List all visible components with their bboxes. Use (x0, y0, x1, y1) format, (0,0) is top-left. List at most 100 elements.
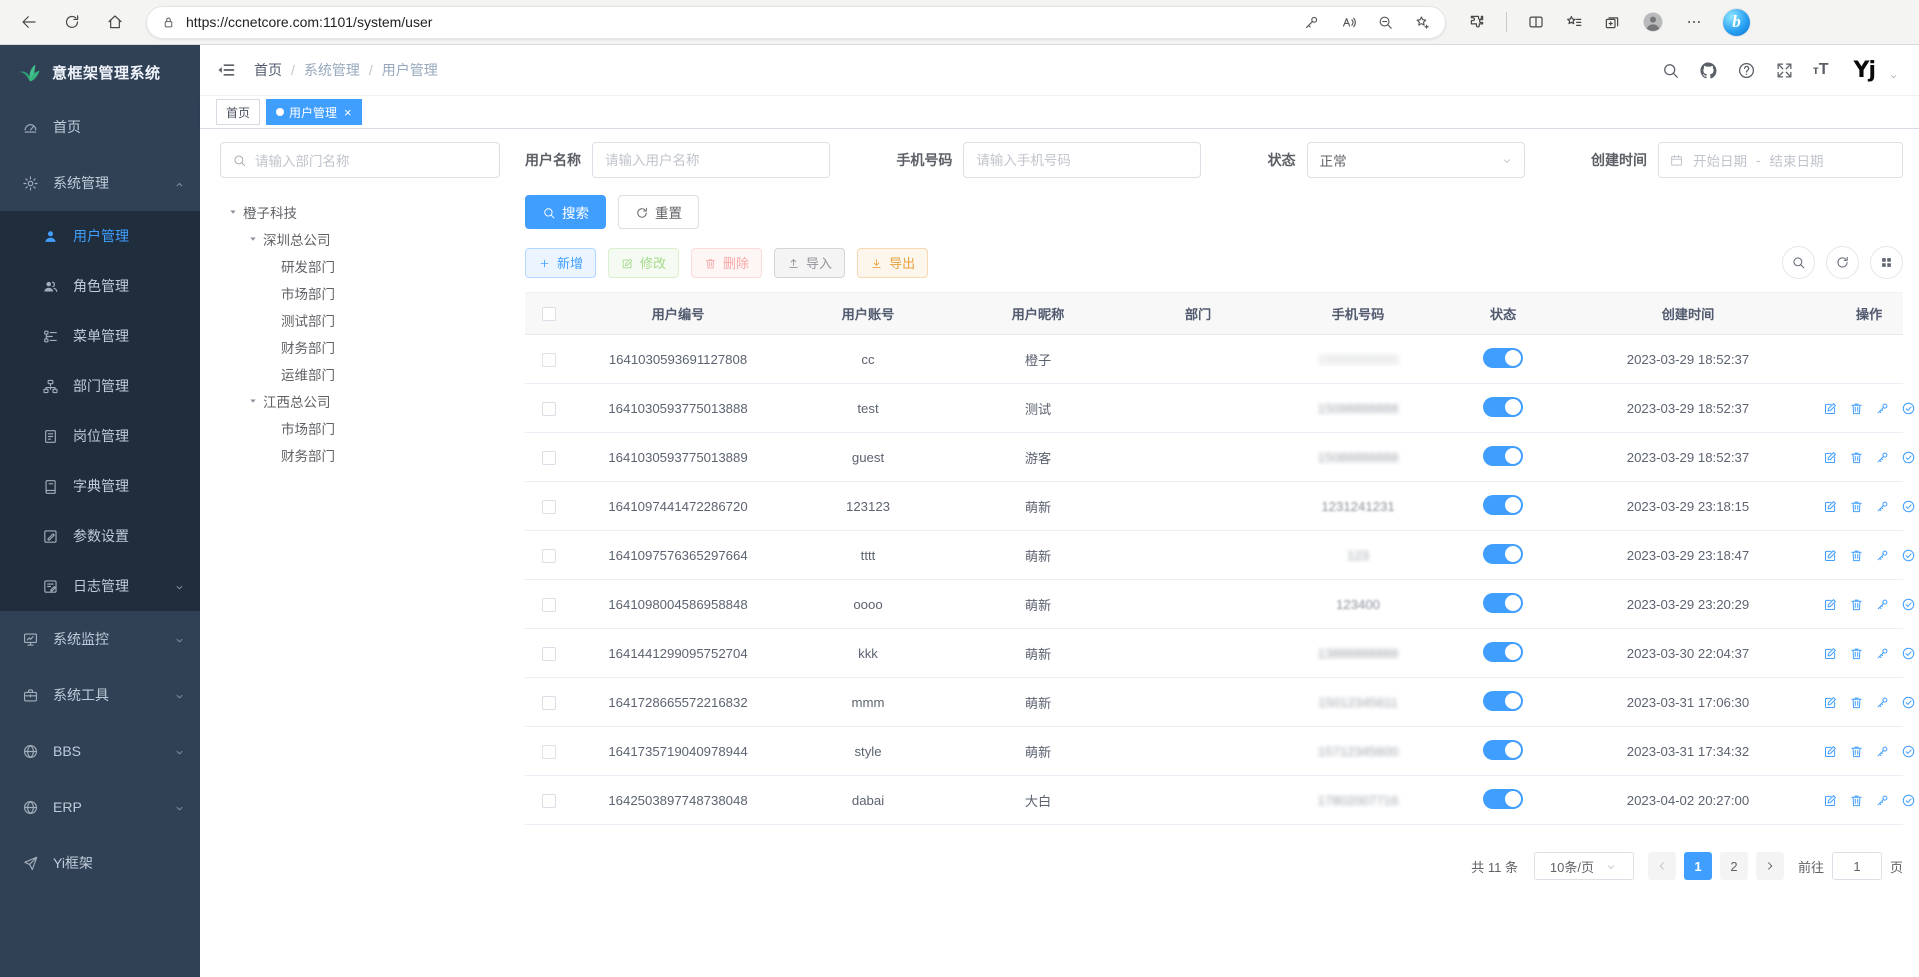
assign-role-icon[interactable] (1901, 401, 1916, 416)
tree-expand-icon[interactable] (246, 232, 260, 246)
phone-input[interactable] (963, 142, 1202, 178)
status-toggle[interactable] (1483, 396, 1523, 417)
tree-node-测试部门[interactable]: 测试部门 (220, 306, 500, 333)
sidebar-item-首页[interactable]: 首页 (0, 99, 200, 155)
edit-icon[interactable] (1823, 646, 1838, 661)
profile-icon[interactable] (1641, 10, 1665, 34)
export-button[interactable]: 导出 (857, 247, 929, 278)
status-toggle[interactable] (1483, 788, 1523, 809)
edit-icon[interactable] (1823, 744, 1838, 759)
sidebar-fold-icon[interactable] (216, 60, 236, 80)
row-checkbox[interactable] (542, 597, 556, 612)
tree-expand-icon[interactable] (246, 394, 260, 408)
status-toggle[interactable] (1483, 641, 1523, 662)
sidebar-item-BBS[interactable]: BBS (0, 723, 200, 779)
back-icon[interactable] (20, 13, 38, 31)
reset-password-icon[interactable] (1875, 499, 1890, 514)
delete-icon[interactable] (1849, 499, 1864, 514)
sidebar-item-系统监控[interactable]: 系统监控 (0, 611, 200, 667)
assign-role-icon[interactable] (1901, 695, 1916, 710)
assign-role-icon[interactable] (1901, 597, 1916, 612)
home-icon[interactable] (106, 13, 124, 31)
sidebar-item-部门管理[interactable]: 部门管理 (0, 361, 200, 411)
sidebar-item-角色管理[interactable]: 角色管理 (0, 261, 200, 311)
edit-icon[interactable] (1823, 597, 1838, 612)
url-bar[interactable]: https://ccnetcore.com:1101/system/user (146, 5, 1446, 39)
row-checkbox[interactable] (542, 450, 556, 465)
password-key-icon[interactable] (1303, 14, 1320, 31)
delete-icon[interactable] (1849, 548, 1864, 563)
assign-role-icon[interactable] (1901, 793, 1916, 808)
tree-node-江西总公司[interactable]: 江西总公司 (220, 387, 500, 414)
assign-role-icon[interactable] (1901, 744, 1916, 759)
assign-role-icon[interactable] (1901, 450, 1916, 465)
sidebar-item-岗位管理[interactable]: 岗位管理 (0, 411, 200, 461)
row-checkbox[interactable] (542, 499, 556, 514)
next-page-button[interactable] (1755, 852, 1784, 880)
tree-node-深圳总公司[interactable]: 深圳总公司 (220, 225, 500, 252)
sidebar-item-Yi框架[interactable]: Yi框架 (0, 835, 200, 891)
zoom-out-icon[interactable] (1377, 14, 1394, 31)
tree-node-市场部门[interactable]: 市场部门 (220, 414, 500, 441)
reset-password-icon[interactable] (1875, 450, 1890, 465)
sidebar-item-系统工具[interactable]: 系统工具 (0, 667, 200, 723)
sidebar-item-用户管理[interactable]: 用户管理 (0, 211, 200, 261)
tree-node-市场部门[interactable]: 市场部门 (220, 279, 500, 306)
refresh-icon-button[interactable] (1826, 246, 1859, 279)
sidebar-item-参数设置[interactable]: 参数设置 (0, 511, 200, 561)
status-toggle[interactable] (1483, 739, 1523, 760)
page-button-2[interactable]: 2 (1719, 852, 1748, 880)
bing-chat-icon[interactable]: b (1723, 8, 1750, 36)
favorites-bar-icon[interactable] (1565, 13, 1583, 31)
status-select[interactable]: 正常 (1306, 142, 1525, 178)
row-checkbox[interactable] (542, 352, 556, 367)
read-aloud-icon[interactable] (1340, 14, 1357, 31)
tree-node-财务部门[interactable]: 财务部门 (220, 333, 500, 360)
edit-icon[interactable] (1823, 548, 1838, 563)
row-checkbox[interactable] (542, 695, 556, 710)
delete-icon[interactable] (1849, 695, 1864, 710)
delete-icon[interactable] (1849, 401, 1864, 416)
help-icon[interactable] (1737, 61, 1756, 80)
delete-button[interactable]: 删除 (691, 247, 763, 278)
grid-icon-button[interactable] (1870, 246, 1903, 279)
tab-首页[interactable]: 首页 (216, 99, 261, 125)
reset-password-icon[interactable] (1875, 401, 1890, 416)
reset-password-icon[interactable] (1875, 646, 1890, 661)
reset-password-icon[interactable] (1875, 793, 1890, 808)
extensions-icon[interactable] (1468, 13, 1486, 31)
status-toggle[interactable] (1483, 494, 1523, 515)
tree-node-财务部门[interactable]: 财务部门 (220, 441, 500, 468)
row-checkbox[interactable] (542, 401, 556, 416)
reset-password-icon[interactable] (1875, 744, 1890, 759)
edit-button[interactable]: 修改 (608, 247, 680, 278)
edit-icon[interactable] (1823, 450, 1838, 465)
delete-icon[interactable] (1849, 793, 1864, 808)
split-screen-icon[interactable] (1527, 13, 1545, 31)
sidebar-item-日志管理[interactable]: 日志管理 (0, 561, 200, 611)
sidebar-item-系统管理[interactable]: 系统管理 (0, 155, 200, 211)
collections-icon[interactable] (1603, 13, 1621, 31)
search-button[interactable]: 搜索 (525, 195, 606, 229)
fullscreen-icon[interactable] (1775, 61, 1794, 80)
user-avatar[interactable]: Yj (1853, 57, 1877, 83)
more-icon[interactable] (1685, 13, 1703, 31)
delete-icon[interactable] (1849, 744, 1864, 759)
sidebar-item-ERP[interactable]: ERP (0, 779, 200, 835)
add-button[interactable]: 新增 (525, 247, 597, 278)
reset-password-icon[interactable] (1875, 695, 1890, 710)
close-icon[interactable]: × (344, 104, 352, 120)
status-toggle[interactable] (1483, 543, 1523, 564)
chevron-down-icon[interactable] (1888, 71, 1899, 82)
delete-icon[interactable] (1849, 450, 1864, 465)
search-icon-button[interactable] (1782, 246, 1815, 279)
row-checkbox[interactable] (542, 646, 556, 661)
font-size-icon[interactable]: тT (1812, 61, 1829, 78)
refresh-icon[interactable] (63, 13, 81, 31)
row-checkbox[interactable] (542, 744, 556, 759)
page-button-1[interactable]: 1 (1683, 852, 1712, 880)
tree-node-橙子科技[interactable]: 橙子科技 (220, 198, 500, 225)
delete-icon[interactable] (1849, 646, 1864, 661)
prev-page-button[interactable] (1647, 852, 1676, 880)
tree-node-研发部门[interactable]: 研发部门 (220, 252, 500, 279)
